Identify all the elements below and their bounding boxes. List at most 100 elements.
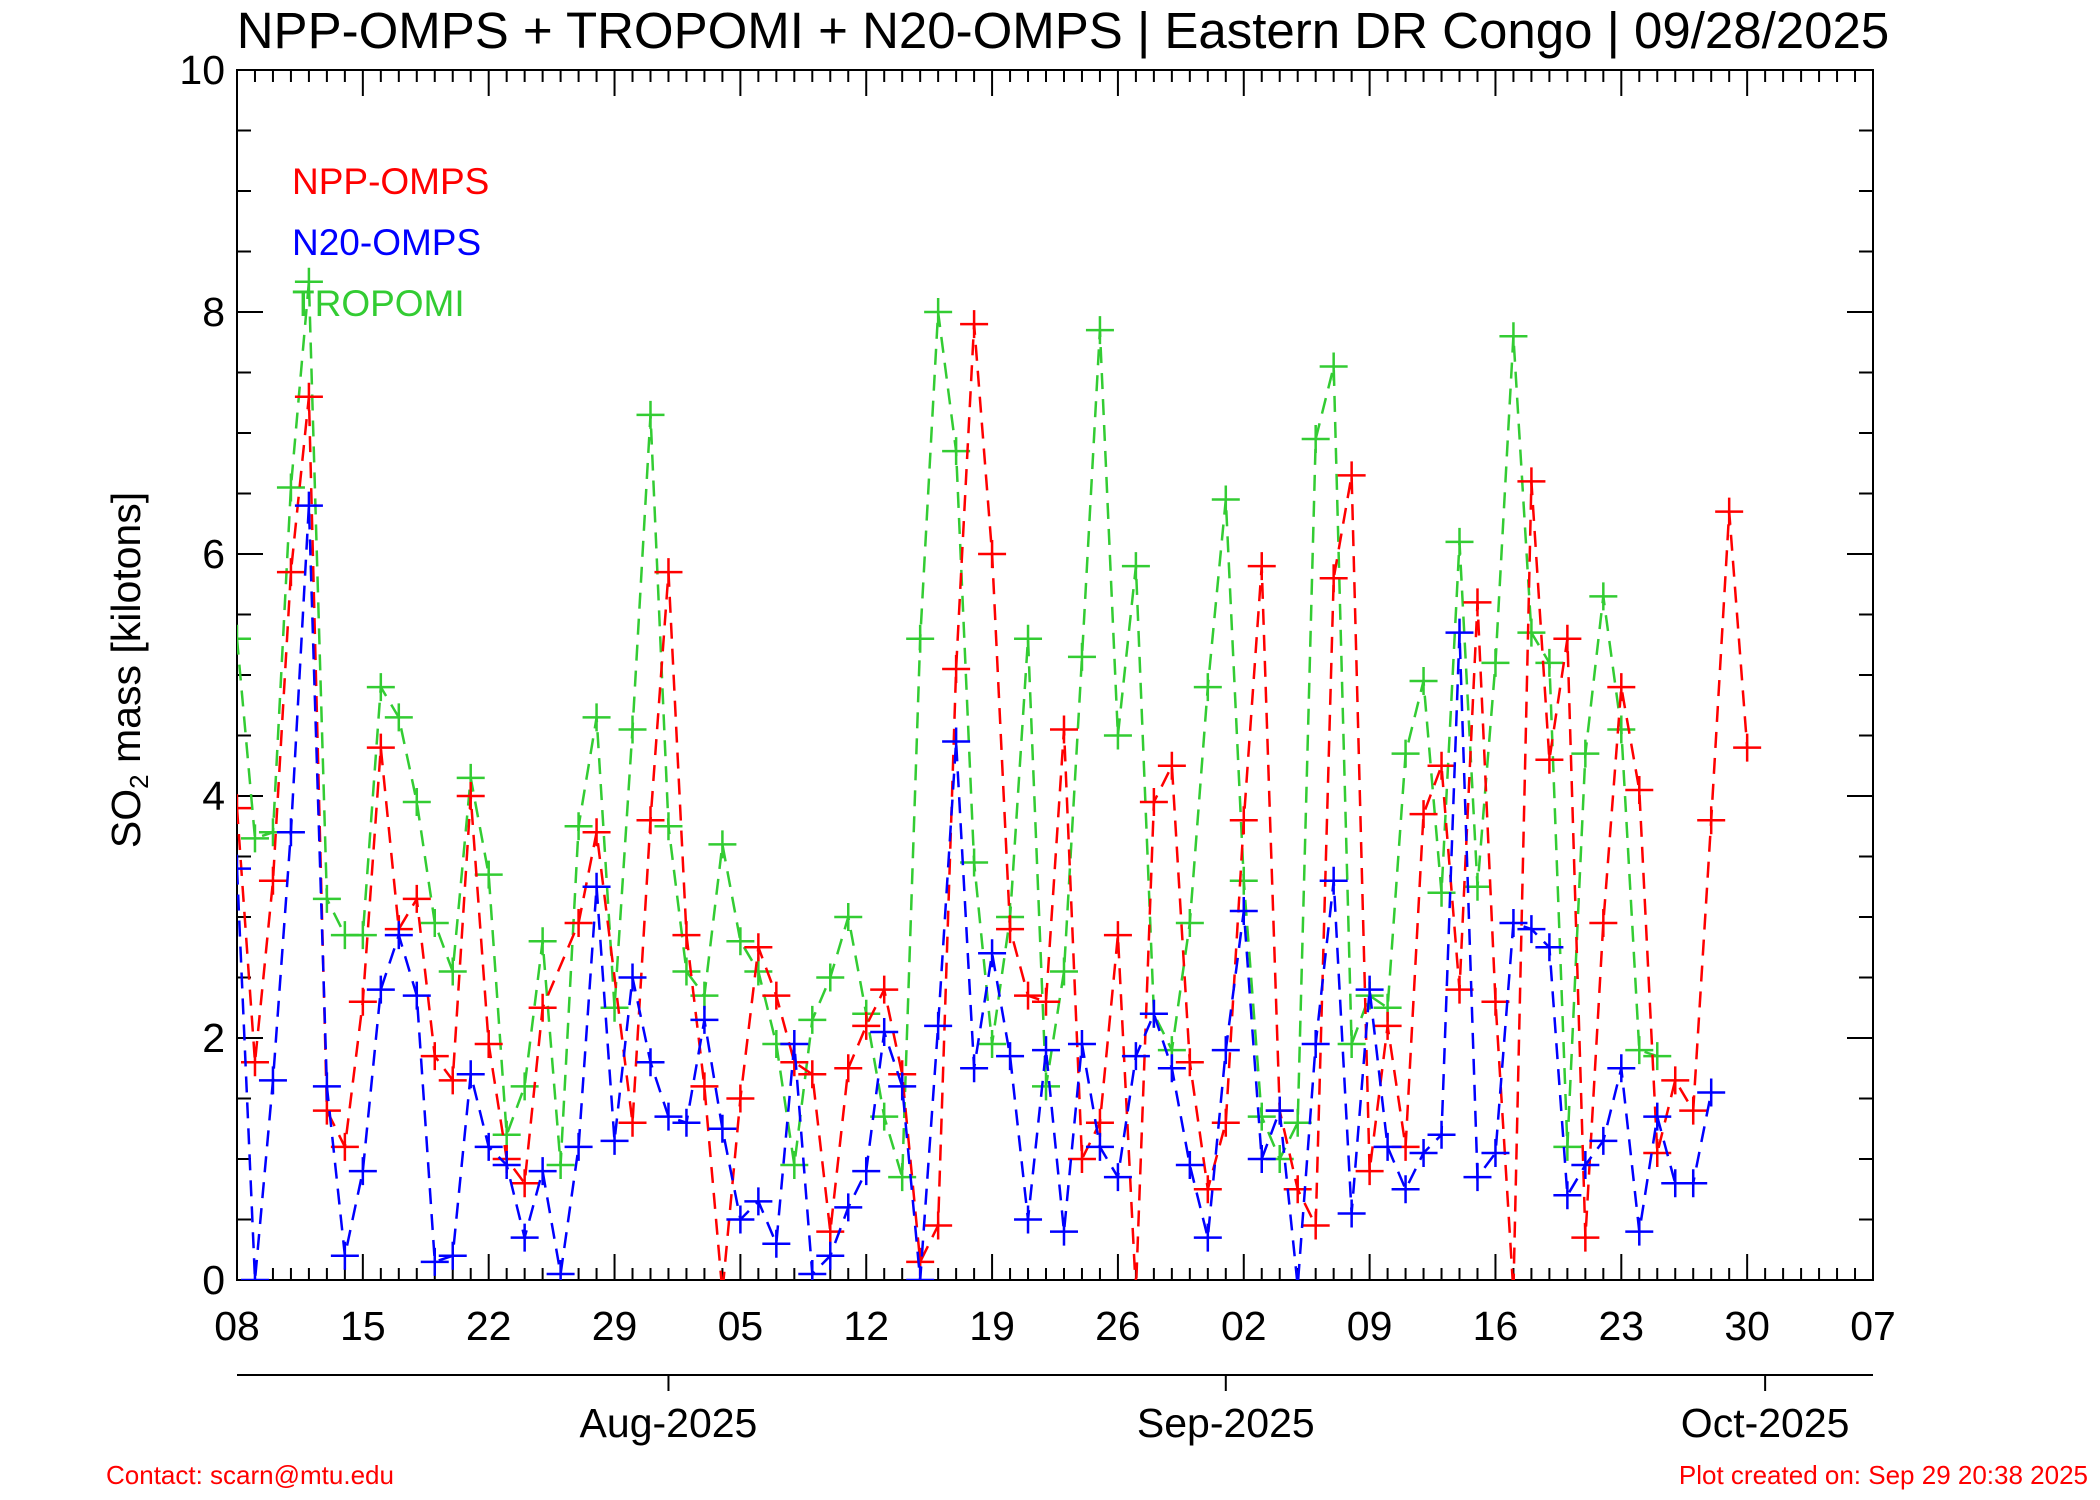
data-point-marker (402, 981, 431, 1010)
data-point-marker (1085, 316, 1114, 345)
data-point-marker (1553, 1181, 1582, 1210)
data-point-marker (1049, 957, 1078, 986)
footer-contact: Contact: scarn@mtu.edu (106, 1460, 394, 1490)
data-point-marker (1733, 733, 1762, 762)
data-point-marker (492, 1151, 521, 1180)
data-point-marker (1067, 1030, 1096, 1059)
data-point-marker (1535, 745, 1564, 774)
data-point-marker (690, 1072, 719, 1101)
data-point-marker (1571, 739, 1600, 768)
data-point-marker (1409, 1138, 1438, 1167)
data-point-marker (276, 818, 305, 847)
data-point-marker (456, 1060, 485, 1089)
data-point-marker (1517, 467, 1546, 496)
month-label: Oct-2025 (1681, 1400, 1850, 1446)
data-point-marker (1337, 1199, 1366, 1228)
data-point-marker (276, 558, 305, 587)
data-point-marker (438, 1066, 467, 1095)
y-tick-label: 0 (202, 1257, 225, 1303)
data-point-marker (1589, 582, 1618, 611)
data-point-marker (276, 473, 305, 502)
data-point-marker (852, 1011, 881, 1040)
data-point-marker (1283, 1108, 1312, 1137)
data-point-marker (1679, 1169, 1708, 1198)
data-point-marker (384, 921, 413, 950)
x-tick-label: 26 (1095, 1303, 1141, 1349)
data-point-marker (1499, 909, 1528, 938)
data-point-marker (402, 884, 431, 913)
x-tick-label: 15 (340, 1303, 386, 1349)
data-point-marker (960, 1054, 989, 1083)
y-axis-label-main: SO (103, 789, 149, 848)
data-point-marker (870, 975, 899, 1004)
y-tick-label: 4 (202, 773, 225, 819)
data-point-marker (348, 1157, 377, 1186)
data-point-marker (1049, 1217, 1078, 1246)
data-point-marker (528, 927, 557, 956)
y-axis-label-rest: mass [kilotons] (103, 492, 149, 775)
data-point-marker (294, 382, 323, 411)
data-point-marker (1553, 1132, 1582, 1161)
series-line (237, 505, 1713, 1280)
data-point-marker (1427, 751, 1456, 780)
data-point-marker (690, 981, 719, 1010)
data-point-marker (1697, 806, 1726, 835)
data-point-marker (1535, 648, 1564, 677)
data-point-marker (834, 1054, 863, 1083)
x-tick-label: 09 (1347, 1303, 1393, 1349)
data-point-marker (978, 1030, 1007, 1059)
data-point-marker (1391, 739, 1420, 768)
footer-created: Plot created on: Sep 29 20:38 2025 (1679, 1460, 2088, 1490)
data-point-marker (1625, 1217, 1654, 1246)
data-point-marker (1499, 322, 1528, 351)
data-point-marker (1121, 552, 1150, 581)
data-point-marker (1535, 933, 1564, 962)
data-point-marker (1139, 999, 1168, 1028)
data-point-marker (1067, 1145, 1096, 1173)
data-point-marker (762, 1229, 791, 1258)
data-point-marker (654, 812, 683, 841)
data-point-marker (348, 921, 377, 950)
data-point-marker (888, 1072, 917, 1101)
data-point-marker (294, 491, 323, 520)
data-point-marker (1229, 806, 1258, 835)
data-point-marker (582, 818, 611, 847)
data-point-marker (348, 987, 377, 1016)
data-point-marker (1373, 1132, 1402, 1161)
data-point-marker (1193, 1175, 1222, 1204)
data-point-marker (1032, 987, 1061, 1016)
data-point-marker (384, 703, 413, 732)
data-point-marker (942, 654, 971, 683)
data-point-marker (582, 872, 611, 901)
data-point-marker (690, 1005, 719, 1034)
x-tick-label: 30 (1724, 1303, 1770, 1349)
data-point-marker (456, 782, 485, 810)
data-point-marker (1481, 648, 1510, 677)
data-point-marker (636, 806, 665, 835)
data-point-marker (474, 860, 503, 889)
data-point-marker (1265, 1096, 1294, 1125)
data-point-marker (798, 1060, 827, 1089)
data-point-marker (672, 1108, 701, 1137)
data-point-marker (1589, 909, 1618, 938)
data-point-marker (294, 267, 323, 296)
data-point-marker (1247, 1102, 1276, 1131)
data-point-marker (1427, 1120, 1456, 1149)
data-point-marker (1445, 618, 1474, 647)
data-point-marker (1085, 1132, 1114, 1161)
data-point-marker (1157, 751, 1186, 780)
data-point-marker (1049, 715, 1078, 744)
svg-text:SO2 mass [kilotons]: SO2 mass [kilotons] (103, 492, 154, 848)
data-point-marker (942, 437, 971, 466)
y-axis-label: SO2 mass [kilotons] (103, 492, 154, 848)
data-point-marker (510, 1169, 539, 1198)
x-tick-label: 16 (1473, 1303, 1519, 1349)
data-point-marker (600, 993, 629, 1022)
data-point-marker (834, 1193, 863, 1222)
x-tick-label: 08 (214, 1303, 260, 1349)
data-point-marker (1247, 552, 1276, 581)
data-point-marker (618, 963, 647, 992)
data-point-marker (1512, 1278, 1515, 1280)
data-point-marker (1607, 673, 1636, 702)
data-point-marker (1229, 866, 1258, 895)
